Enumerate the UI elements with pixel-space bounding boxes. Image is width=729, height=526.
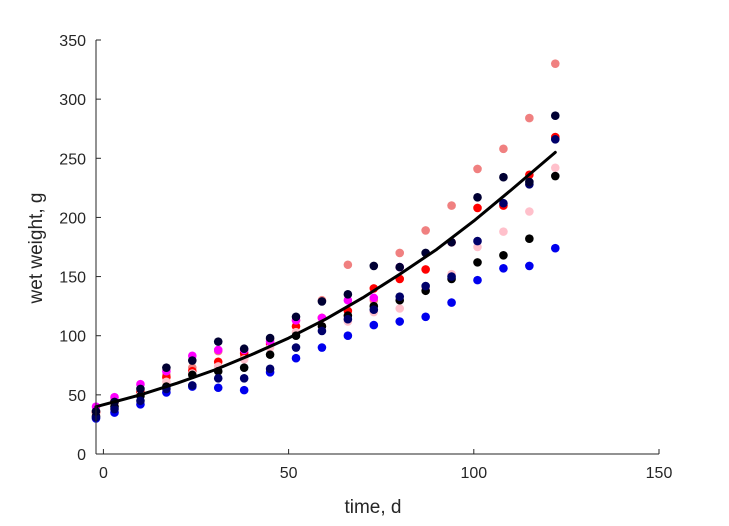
data-point [213,374,223,383]
data-point [499,144,508,154]
y-tick-label: 150 [59,270,86,287]
data-point [525,113,534,123]
data-point [421,226,430,235]
data-point [239,363,249,372]
data-point [447,272,456,281]
data-point [265,364,275,374]
data-point [473,236,482,246]
data-point [473,258,482,267]
x-tick-label: 100 [460,465,487,482]
data-point [447,201,456,210]
x-tick-label: 150 [646,465,673,482]
data-point [525,177,534,187]
data-point [473,164,482,174]
fit-line [94,150,557,409]
data-point [343,314,353,324]
y-tick-label: 300 [59,92,86,109]
data-point [343,290,353,299]
data-point [473,193,482,202]
data-point [447,298,456,307]
data-point [395,248,405,258]
y-axis-label: wet weight, g [26,193,47,305]
data-point [499,227,508,236]
data-point [395,304,405,313]
data-point [473,242,482,252]
data-point [317,343,327,352]
data-point [239,385,249,395]
data-point [499,198,508,208]
data-point [188,356,197,365]
data-point [291,321,301,331]
data-point [550,163,560,173]
data-point [239,374,249,383]
data-point [343,260,353,270]
data-point [550,135,560,144]
data-point [499,172,508,182]
data-point [265,350,275,359]
data-point [473,203,482,213]
data-point [421,281,430,291]
data-point [188,381,197,390]
data-point [213,345,223,355]
data-point [317,326,327,336]
x-tick-label: 50 [280,465,298,482]
data-point [525,234,534,244]
data-point [291,312,301,322]
y-tick-label: 200 [59,210,86,227]
data-point [550,59,560,68]
data-point [369,305,379,314]
x-tick-label: 0 [99,465,108,482]
data-point [421,265,430,274]
data-point [369,293,379,303]
data-point [213,383,223,393]
y-tick-label: 100 [59,329,86,346]
data-point [291,343,301,352]
y-tick-label: 50 [68,388,86,405]
data-point [343,295,353,305]
data-point [499,263,508,273]
data-point [395,292,405,301]
data-point [110,404,119,414]
data-point [239,344,249,354]
series-7 [91,135,560,422]
x-axis-label: time, d [344,497,401,518]
data-point [369,320,379,330]
data-point [550,171,560,181]
data-point [525,261,534,271]
data-point [343,331,353,341]
data-point [317,297,327,306]
data-point [395,262,405,272]
data-point [473,275,482,285]
y-tick-label: 0 [77,447,86,464]
y-tick-label: 250 [59,151,86,168]
data-point [162,363,171,372]
data-point [499,250,508,260]
data-point [525,207,534,216]
data-point [395,317,405,326]
data-point [550,243,560,253]
y-tick-label: 350 [59,33,86,50]
data-point [136,384,145,394]
data-point [265,333,275,343]
data-point [369,261,379,271]
data-point [550,111,560,120]
data-point [213,337,223,346]
data-point [136,396,145,406]
data-point [291,353,301,363]
data-point [421,312,430,322]
axes: 0 50 100 150 0 50 100 150 200 250 300 350 [59,33,672,482]
